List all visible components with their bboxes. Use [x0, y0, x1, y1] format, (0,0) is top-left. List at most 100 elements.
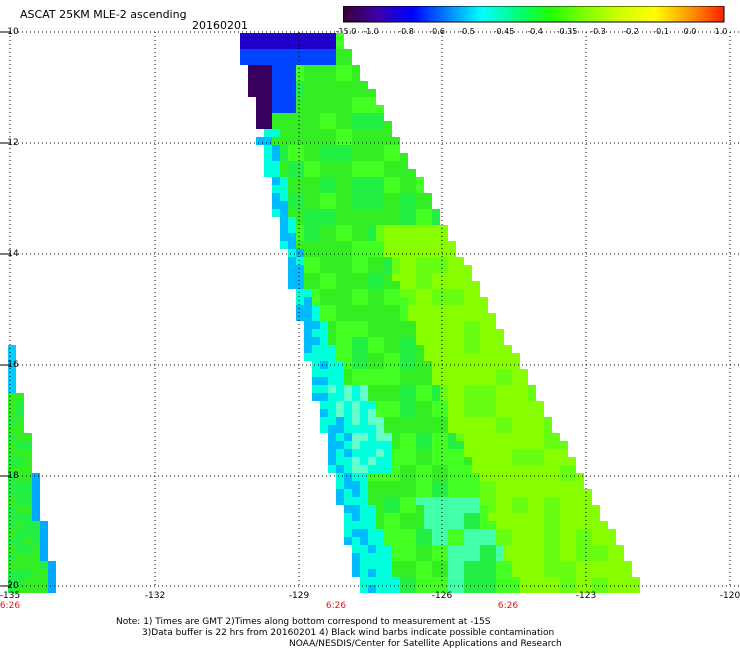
- swath-cell: [312, 73, 320, 81]
- swath-cell: [424, 473, 432, 481]
- swath-cell: [288, 209, 296, 217]
- swath-cell: [568, 553, 576, 561]
- swath-cell: [432, 489, 440, 497]
- swath-cell: [344, 249, 352, 257]
- swath-cell: [392, 529, 400, 537]
- swath-cell: [352, 409, 360, 417]
- swath-cell: [512, 457, 520, 465]
- swath-cell: [280, 225, 288, 233]
- swath-cell: [488, 329, 496, 337]
- swath-cell: [520, 465, 528, 473]
- swath-cell: [408, 177, 416, 185]
- lat-label-12: -12: [4, 138, 19, 148]
- swath-cell: [480, 505, 488, 513]
- swath-cell: [392, 433, 400, 441]
- swath-cell: [488, 497, 496, 505]
- swath-cell: [368, 489, 376, 497]
- swath-cell: [352, 153, 360, 161]
- swath-cell: [416, 457, 424, 465]
- swath-cell: [456, 281, 464, 289]
- swath-cell: [528, 561, 536, 569]
- swath-cell: [424, 497, 432, 505]
- swath-cell: [456, 497, 464, 505]
- swath-cell: [528, 521, 536, 529]
- swath-cell: [296, 89, 304, 97]
- swath-cell: [360, 113, 368, 121]
- swath-cell: [280, 97, 288, 105]
- swath-cell: [336, 329, 344, 337]
- colorbar-label: -0.6: [429, 27, 445, 36]
- swath-cell: [328, 33, 336, 41]
- swath-cell: [320, 49, 328, 57]
- swath-cell: [328, 185, 336, 193]
- swath-cell: [432, 505, 440, 513]
- swath-cell: [288, 65, 296, 73]
- swath-cell: [408, 361, 416, 369]
- swath-cell: [496, 497, 504, 505]
- swath-cell: [520, 521, 528, 529]
- swath-cell: [416, 417, 424, 425]
- swath-cell: [416, 473, 424, 481]
- swath-cell: [384, 185, 392, 193]
- swath-cell: [528, 553, 536, 561]
- swath-cell: [320, 41, 328, 49]
- swath-cell: [352, 113, 360, 121]
- swath-cell: [384, 393, 392, 401]
- swath-cell: [456, 489, 464, 497]
- swath-cell: [352, 537, 360, 545]
- swath-cell: [416, 353, 424, 361]
- swath-cell: [520, 545, 528, 553]
- swath-cell: [288, 33, 296, 41]
- swath-cell: [288, 41, 296, 49]
- swath-cell: [8, 577, 16, 585]
- swath-cell: [16, 417, 24, 425]
- swath-cell: [472, 585, 480, 593]
- swath-cell: [384, 457, 392, 465]
- swath-cell: [608, 561, 616, 569]
- swath-cell: [360, 105, 368, 113]
- swath-cell: [448, 249, 456, 257]
- swath-cell: [344, 169, 352, 177]
- swath-cell: [424, 385, 432, 393]
- swath-cell: [288, 249, 296, 257]
- swath-cell: [464, 361, 472, 369]
- swath-cell: [360, 193, 368, 201]
- swath-cell: [496, 545, 504, 553]
- swath-cell: [408, 473, 416, 481]
- swath-cell: [616, 545, 624, 553]
- swath-cell: [464, 289, 472, 297]
- swath-cell: [360, 249, 368, 257]
- swath-cell: [328, 345, 336, 353]
- swath-cell: [600, 577, 608, 585]
- swath-cell: [400, 273, 408, 281]
- swath-cell: [312, 273, 320, 281]
- swath-cell: [16, 561, 24, 569]
- swath-cell: [480, 377, 488, 385]
- swath-cell: [464, 465, 472, 473]
- swath-cell: [584, 585, 592, 593]
- swath-cell: [456, 289, 464, 297]
- swath-cell: [320, 161, 328, 169]
- swath-cell: [456, 345, 464, 353]
- swath-cell: [360, 169, 368, 177]
- swath-cell: [360, 281, 368, 289]
- swath-cell: [440, 425, 448, 433]
- swath-cell: [440, 393, 448, 401]
- swath-cell: [608, 537, 616, 545]
- swath-cell: [320, 345, 328, 353]
- swath-cell: [32, 513, 40, 521]
- swath-cell: [448, 313, 456, 321]
- swath-cell: [480, 585, 488, 593]
- swath-cell: [312, 265, 320, 273]
- swath-cell: [416, 369, 424, 377]
- swath-cell: [272, 41, 280, 49]
- swath-cell: [336, 241, 344, 249]
- swath-cell: [432, 417, 440, 425]
- swath-cell: [416, 561, 424, 569]
- swath-cell: [328, 65, 336, 73]
- swath-cell: [320, 233, 328, 241]
- swath-cell: [520, 497, 528, 505]
- swath-cell: [408, 369, 416, 377]
- swath-cell: [512, 433, 520, 441]
- swath-cell: [432, 561, 440, 569]
